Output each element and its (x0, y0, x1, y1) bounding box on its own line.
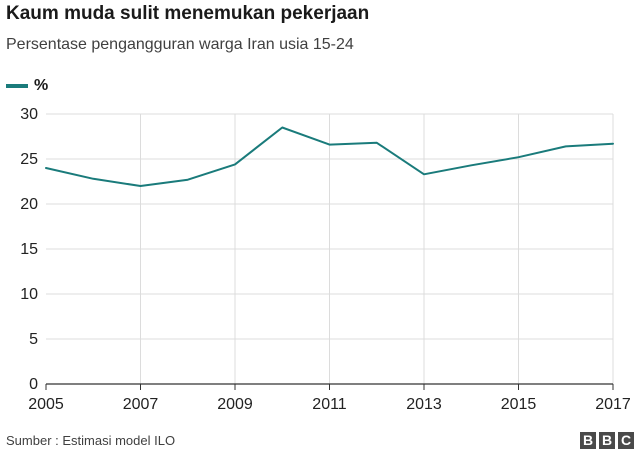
y-tick-label: 0 (29, 376, 38, 393)
y-tick-label: 20 (20, 196, 38, 213)
x-tick-label: 2005 (28, 396, 64, 413)
x-tick-label: 2009 (217, 396, 253, 413)
legend-swatch (6, 84, 28, 88)
series-layer (45, 126, 614, 187)
x-tick-label: 2015 (501, 396, 537, 413)
chart-subtitle: Persentase pengangguran warga Iran usia … (6, 36, 354, 53)
y-tick-label: 10 (20, 286, 38, 303)
source-note: Sumber : Estimasi model ILO (6, 433, 176, 448)
bbc-logo: B B C (580, 432, 634, 449)
y-tick-label: 5 (29, 331, 38, 348)
y-tick-label: 25 (20, 151, 38, 168)
chart-title: Kaum muda sulit menemukan pekerjaan (6, 3, 370, 24)
logo-letter: B (599, 432, 615, 449)
y-tick-label: 15 (20, 241, 38, 258)
logo-letter: B (580, 432, 596, 449)
axis-layer (45, 383, 614, 390)
x-tick-label: 2007 (123, 396, 159, 413)
legend-label: % (34, 77, 49, 94)
x-tick-label: 2017 (595, 396, 631, 413)
tick-label-layer: 0 5 10 15 20 25 30 2005 2007 2009 2011 2013 2015 2017 (20, 106, 631, 413)
logo-letter: C (618, 432, 634, 449)
x-tick-label: 2013 (406, 396, 442, 413)
x-tick-label: 2011 (312, 396, 347, 413)
legend: % (6, 76, 48, 96)
y-tick-label: 30 (20, 106, 38, 123)
grid-layer (46, 113, 614, 384)
